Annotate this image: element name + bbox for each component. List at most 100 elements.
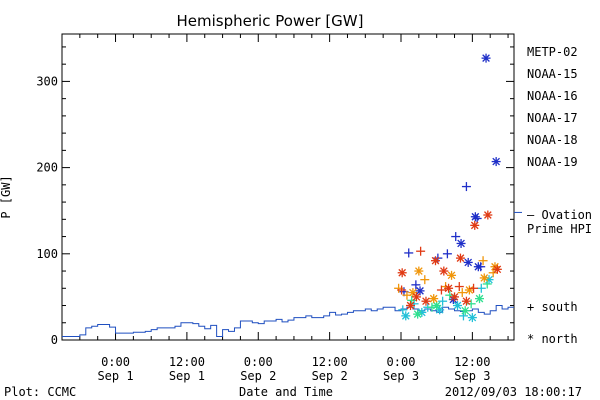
- star-stroke: [432, 301, 441, 310]
- north-point: [473, 262, 483, 272]
- star-stroke: [413, 310, 422, 318]
- ovation-series-layer: [62, 211, 522, 338]
- x-tick-time: 12:00: [312, 355, 348, 369]
- north-point: [483, 210, 493, 220]
- legend-entry: NOAA-18: [527, 133, 578, 147]
- ovation-hpi-line: [62, 305, 514, 338]
- north-point: [479, 273, 489, 283]
- south-point: [397, 285, 407, 295]
- x-tick-date: Sep 1: [169, 369, 205, 383]
- north-point: [464, 285, 474, 295]
- star-stroke: [431, 256, 440, 265]
- star-stroke: [398, 268, 407, 277]
- north-point: [481, 53, 491, 63]
- north-point: [439, 266, 449, 276]
- satellite-points-layer: [394, 53, 502, 323]
- legend-entry: NOAA-19: [527, 155, 578, 169]
- south-point: [442, 249, 452, 259]
- chart-title: Hemispheric Power [GW]: [177, 12, 364, 30]
- star-stroke: [444, 284, 453, 293]
- plot-frame: [61, 33, 515, 341]
- x-tick-date: Sep 3: [454, 369, 490, 383]
- north-point: [429, 294, 439, 304]
- legend-south: + south: [527, 300, 578, 314]
- south-point: [404, 248, 414, 258]
- south-point: [469, 283, 479, 293]
- north-point: [450, 292, 460, 302]
- y-tick-label: 0: [51, 333, 58, 347]
- x-axis-label: Date and Time: [239, 385, 333, 399]
- north-point: [432, 301, 442, 311]
- north-point: [453, 301, 462, 311]
- star-stroke: [416, 287, 424, 295]
- star-stroke: [406, 301, 415, 310]
- south-point: [420, 275, 430, 285]
- x-tick-time: 12:00: [454, 355, 490, 369]
- star-stroke: [453, 301, 462, 310]
- plot-timestamp: 2012/09/03 18:00:17: [445, 385, 582, 399]
- south-point: [416, 246, 426, 256]
- y-tick-label: 300: [36, 74, 58, 88]
- south-point: [438, 296, 448, 306]
- x-tick-time: 0:00: [244, 355, 273, 369]
- star-stroke: [468, 313, 477, 322]
- star-stroke: [482, 54, 490, 62]
- north-point: [460, 306, 470, 316]
- north-point: [461, 296, 471, 306]
- x-tick-time: 0:00: [101, 355, 130, 369]
- legend-entry: NOAA-17: [527, 111, 578, 125]
- north-point: [444, 283, 454, 293]
- north-point: [401, 311, 411, 321]
- south-point: [411, 280, 421, 290]
- star-stroke: [480, 274, 489, 282]
- star-stroke: [401, 312, 410, 320]
- x-tick-date: Sep 2: [240, 369, 276, 383]
- star-stroke: [456, 254, 465, 262]
- north-point: [411, 292, 421, 302]
- south-point: [436, 285, 446, 295]
- star-stroke: [475, 294, 484, 303]
- north-point: [456, 238, 466, 248]
- star-stroke: [429, 294, 438, 303]
- y-axis-label: P [GW]: [0, 175, 13, 218]
- legend: METP-02 NOAA-15 NOAA-16 NOAA-17 NOAA-18 NOAA-…: [527, 45, 592, 346]
- north-point: [447, 270, 457, 280]
- north-point: [455, 253, 465, 263]
- star-stroke: [471, 212, 480, 221]
- north-point: [413, 309, 423, 319]
- star-stroke: [493, 265, 502, 274]
- x-tick-date: Sep 2: [312, 369, 348, 383]
- south-point: [478, 256, 488, 266]
- south-point: [457, 288, 467, 298]
- north-point: [467, 313, 477, 323]
- legend-entry: NOAA-15: [527, 67, 578, 81]
- star-stroke: [457, 239, 465, 248]
- star-stroke: [409, 288, 417, 297]
- star-stroke: [412, 293, 421, 301]
- legend-ovation-line-2: Prime HPI: [527, 222, 592, 236]
- legend-entry: METP-02: [527, 45, 578, 59]
- north-point: [475, 294, 485, 304]
- south-point: [407, 295, 417, 305]
- y-tick-label: 100: [36, 247, 58, 261]
- north-point: [430, 256, 440, 266]
- star-stroke: [462, 297, 471, 306]
- star-stroke: [447, 271, 456, 280]
- star-stroke: [450, 293, 459, 301]
- star-stroke: [474, 262, 483, 271]
- star-stroke: [415, 267, 423, 275]
- star-stroke: [470, 221, 479, 230]
- north-point: [492, 264, 502, 274]
- star-stroke: [492, 157, 500, 166]
- star-stroke: [483, 211, 492, 219]
- south-point: [454, 282, 464, 292]
- star-stroke: [461, 306, 470, 315]
- x-tick-time: 0:00: [387, 355, 416, 369]
- legend-ovation-line-1: — Ovation: [527, 208, 592, 222]
- x-tick-date: Sep 1: [97, 369, 133, 383]
- x-tick-time: 12:00: [169, 355, 205, 369]
- north-point: [414, 266, 424, 276]
- star-stroke: [435, 305, 444, 314]
